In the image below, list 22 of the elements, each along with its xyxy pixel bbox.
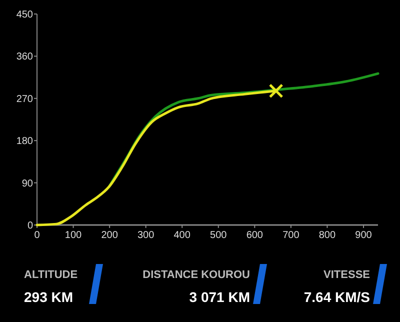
x-tick-label: 400 xyxy=(174,230,191,241)
x-tick-label: 100 xyxy=(64,230,82,241)
x-tick-label: 300 xyxy=(137,230,155,241)
x-tick-label: 800 xyxy=(318,230,336,241)
y-tick-label: 180 xyxy=(16,136,34,148)
y-tick-label: 270 xyxy=(16,94,34,105)
x-tick-label: 700 xyxy=(282,230,300,241)
text: ALTITUDE xyxy=(24,269,78,281)
text: 3 071 KM xyxy=(189,289,250,305)
text: VITESSE xyxy=(324,269,370,281)
x-tick-label: 200 xyxy=(101,230,118,241)
text: 7.64 KM/S xyxy=(304,289,370,305)
text: DISTANCE KOUROU xyxy=(142,269,250,281)
x-tick-label: 600 xyxy=(246,230,264,241)
y-tick-label: 90 xyxy=(22,178,34,190)
x-tick-label: 900 xyxy=(355,230,372,241)
text: 293 KM xyxy=(24,289,74,305)
y-tick-label: 450 xyxy=(16,10,34,20)
y-tick-label: 360 xyxy=(16,52,34,63)
y-tick-label: 0 xyxy=(27,220,34,232)
x-tick-label: 500 xyxy=(210,230,228,241)
x-tick-label: 0 xyxy=(34,230,40,241)
